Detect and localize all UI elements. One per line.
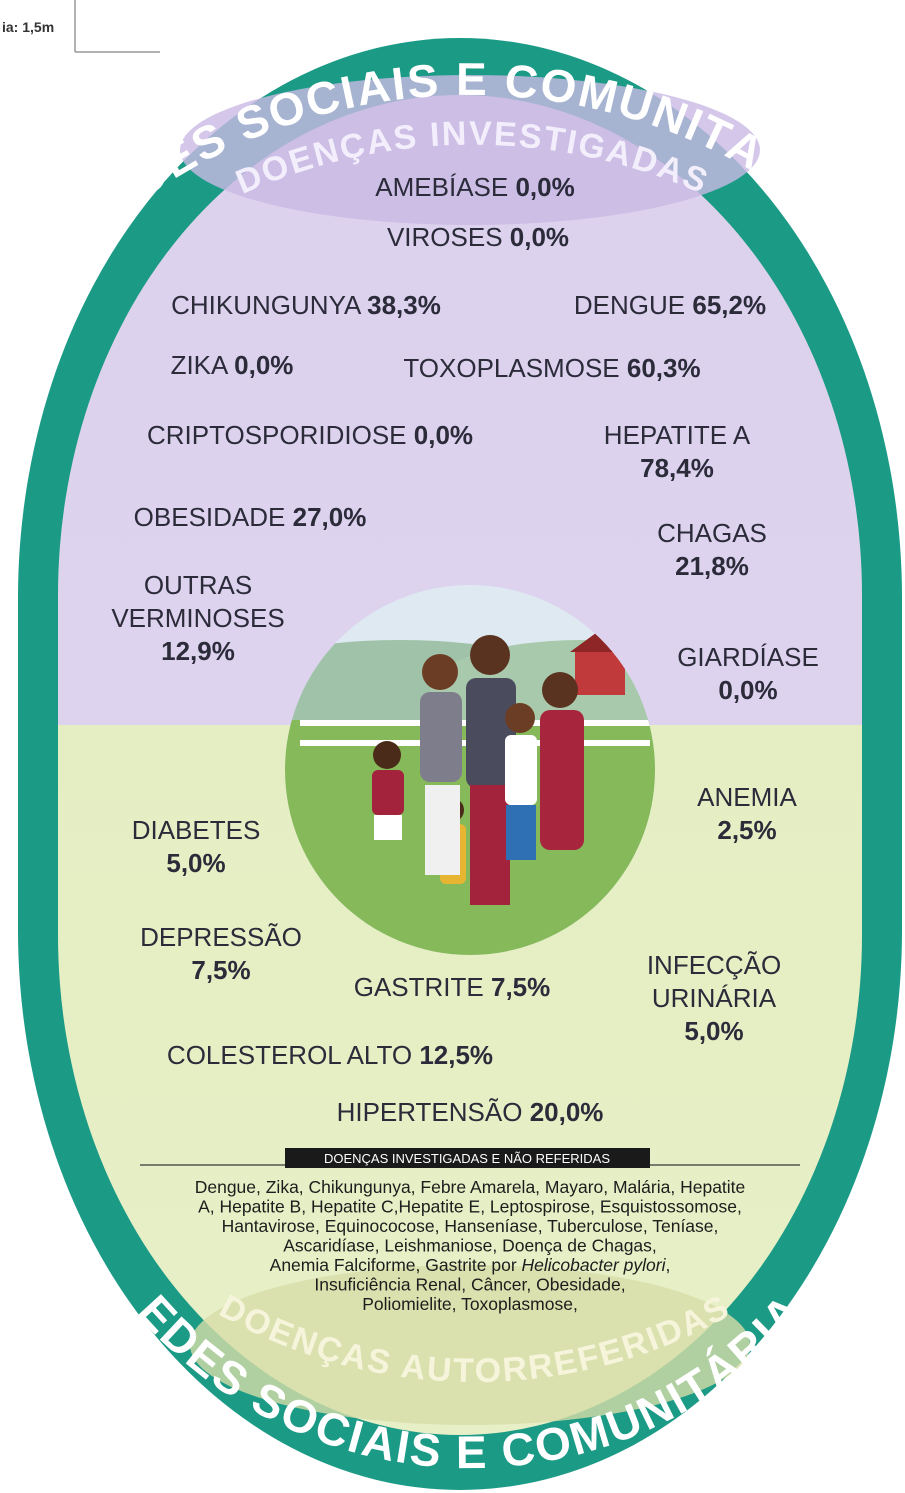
- disease-name: CHIKUNGUNYA: [171, 290, 362, 320]
- disease-name: ANEMIA: [697, 782, 797, 812]
- disease-name: COLESTEROL ALTO: [167, 1040, 412, 1070]
- disease-name: OBESIDADE: [134, 502, 286, 532]
- footer-line: Ascaridíase, Leishmaniose, Doença de Cha…: [283, 1236, 657, 1256]
- disease-value: 12,9%: [161, 636, 235, 666]
- footer-text: Poliomielite, Toxoplasmose,: [362, 1294, 578, 1314]
- disease-item: TOXOPLASMOSE 60,3%: [403, 353, 700, 383]
- disease-name: ZIKA: [171, 350, 229, 380]
- disease-item: COLESTEROL ALTO 12,5%: [167, 1040, 493, 1070]
- footer-line: Insuficiência Renal, Câncer, Obesidade,: [314, 1275, 625, 1295]
- footer-heading: DOENÇAS INVESTIGADAS E NÃO REFERIDAS: [324, 1151, 610, 1166]
- disease-name: INFECÇÃO: [647, 950, 781, 980]
- footer-text: ,: [665, 1255, 670, 1275]
- disease-name: AMEBÍASE: [375, 172, 508, 202]
- disease-value: 27,0%: [293, 502, 367, 532]
- disease-name: GIARDÍASE: [677, 642, 819, 672]
- disease-item: DENGUE 65,2%: [574, 290, 766, 320]
- footer-line: Anemia Falciforme, Gastrite por Helicoba…: [270, 1255, 671, 1275]
- disease-item: DEPRESSÃO 7,5%: [140, 922, 302, 985]
- disease-item: ANEMIA 2,5%: [697, 782, 797, 845]
- disease-item: CHIKUNGUNYA 38,3%: [171, 290, 441, 320]
- disease-name: DIABETES: [132, 815, 261, 845]
- corner-note: ia: 1,5m: [2, 19, 54, 35]
- footer-text: Helicobacter pylori: [522, 1255, 667, 1275]
- disease-value: 7,5%: [191, 955, 250, 985]
- disease-value: 0,0%: [414, 420, 473, 450]
- footer-text: Ascaridíase, Leishmaniose, Doença de Cha…: [283, 1236, 657, 1256]
- disease-name: OUTRAS: [144, 570, 252, 600]
- disease-name: TOXOPLASMOSE: [403, 353, 619, 383]
- disease-value: 5,0%: [166, 848, 225, 878]
- disease-value: 2,5%: [717, 815, 776, 845]
- footer-text: Anemia Falciforme, Gastrite por: [270, 1255, 522, 1275]
- footer-list: Dengue, Zika, Chikungunya, Febre Amarela…: [195, 1177, 746, 1314]
- disease-value: 78,4%: [640, 453, 714, 483]
- disease-item: VIROSES 0,0%: [387, 222, 569, 252]
- illustration: [285, 585, 655, 955]
- disease-value: 7,5%: [491, 972, 550, 1002]
- disease-item: GIARDÍASE 0,0%: [677, 642, 819, 705]
- footer-text: Insuficiência Renal, Câncer, Obesidade,: [314, 1275, 625, 1295]
- disease-name: VIROSES: [387, 222, 503, 252]
- disease-name: URINÁRIA: [652, 983, 777, 1013]
- disease-name: VERMINOSES: [111, 603, 284, 633]
- disease-item: AMEBÍASE 0,0%: [375, 172, 574, 202]
- disease-value: 0,0%: [515, 172, 574, 202]
- disease-item: OUTRAS VERMINOSES 12,9%: [111, 570, 284, 666]
- band-top: [180, 75, 760, 225]
- disease-item: CRIPTOSPORIDIOSE 0,0%: [147, 420, 473, 450]
- disease-name: GASTRITE: [354, 972, 484, 1002]
- footer-heading-box: [285, 1148, 650, 1168]
- disease-value: 65,2%: [692, 290, 766, 320]
- disease-name: DENGUE: [574, 290, 685, 320]
- disease-item: HEPATITE A 78,4%: [604, 420, 751, 483]
- items: AMEBÍASE 0,0%VIROSES 0,0%CHIKUNGUNYA 38,…: [111, 172, 818, 1127]
- band-bottom: [190, 1265, 750, 1425]
- disease-item: OBESIDADE 27,0%: [134, 502, 367, 532]
- disease-value: 5,0%: [684, 1016, 743, 1046]
- disease-item: HIPERTENSÃO 20,0%: [337, 1097, 604, 1127]
- footer-line: A, Hepatite B, Hepatite C,Hepatite E, Le…: [198, 1197, 742, 1217]
- disease-name: HIPERTENSÃO: [337, 1097, 523, 1127]
- disease-item: GASTRITE 7,5%: [354, 972, 551, 1002]
- footer-text: Dengue, Zika, Chikungunya, Febre Amarela…: [195, 1177, 746, 1197]
- disease-name: CHAGAS: [657, 518, 767, 548]
- footer-line: Dengue, Zika, Chikungunya, Febre Amarela…: [195, 1177, 746, 1197]
- footer-line: Poliomielite, Toxoplasmose,: [362, 1294, 578, 1314]
- footer-text: A, Hepatite B, Hepatite C,Hepatite E, Le…: [198, 1197, 742, 1217]
- disease-value: 0,0%: [234, 350, 293, 380]
- disease-value: 0,0%: [718, 675, 777, 705]
- disease-item: CHAGAS 21,8%: [657, 518, 767, 581]
- disease-value: 0,0%: [510, 222, 569, 252]
- disease-item: INFECÇÃO URINÁRIA 5,0%: [647, 950, 781, 1046]
- disease-name: CRIPTOSPORIDIOSE: [147, 420, 407, 450]
- disease-name: DEPRESSÃO: [140, 922, 302, 952]
- disease-value: 21,8%: [675, 551, 749, 581]
- disease-value: 60,3%: [627, 353, 701, 383]
- disease-value: 20,0%: [530, 1097, 604, 1127]
- disease-value: 38,3%: [367, 290, 441, 320]
- disease-name: HEPATITE A: [604, 420, 751, 450]
- disease-item: ZIKA 0,0%: [171, 350, 294, 380]
- footer-line: Hantavirose, Equinococose, Hanseníase, T…: [222, 1216, 719, 1236]
- disease-value: 12,5%: [419, 1040, 493, 1070]
- footer-text: Hantavirose, Equinococose, Hanseníase, T…: [222, 1216, 719, 1236]
- disease-item: DIABETES 5,0%: [132, 815, 261, 878]
